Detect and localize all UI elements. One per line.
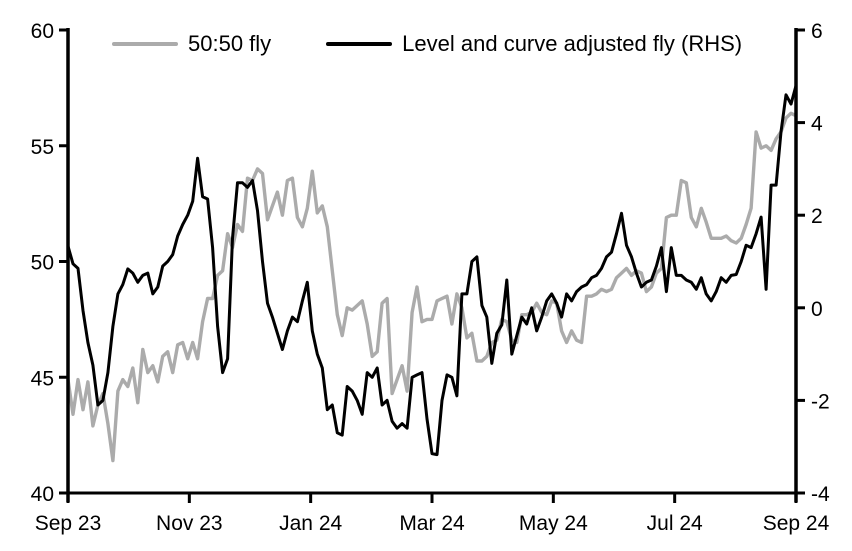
y-right-tick-label: 2 — [811, 205, 823, 228]
y-right-tick-label: 6 — [811, 20, 823, 43]
legend-item-level-curve-fly: Level and curve adjusted fly (RHS) — [326, 33, 742, 55]
gray-line-swatch — [112, 42, 178, 46]
y-left-tick-label: 50 — [31, 252, 54, 275]
y-left-tick-label: 45 — [31, 367, 54, 390]
x-tick-label: Sep 24 — [763, 512, 830, 535]
y-left-tick-label: 60 — [31, 20, 54, 43]
series-line-level-curve-adjusted-fly — [66, 85, 798, 457]
x-tick-label: Jul 24 — [647, 512, 703, 535]
y-left-tick-label: 40 — [31, 483, 54, 506]
legend-label-5050-fly: 50:50 fly — [188, 31, 272, 56]
series-line-5050-fly — [66, 111, 797, 463]
x-tick-label: May 24 — [519, 512, 588, 535]
black-line-swatch — [326, 42, 393, 46]
x-tick-label: Jan 24 — [279, 512, 342, 535]
y-left-tick-label: 55 — [31, 136, 54, 159]
legend: 50:50 fly Level and curve adjusted fly (… — [112, 33, 742, 55]
legend-label-level-curve-fly: Level and curve adjusted fly (RHS) — [402, 31, 743, 56]
legend-item-5050-fly: 50:50 fly — [112, 33, 271, 55]
y-right-tick-label: 0 — [811, 298, 823, 321]
y-right-tick-label: -2 — [811, 390, 830, 413]
y-right-tick-label: -4 — [811, 483, 830, 506]
x-tick-label: Sep 23 — [35, 512, 102, 535]
x-tick-label: Mar 24 — [399, 512, 465, 535]
x-tick-label: Nov 23 — [156, 512, 223, 535]
y-right-tick-label: 4 — [811, 113, 823, 136]
